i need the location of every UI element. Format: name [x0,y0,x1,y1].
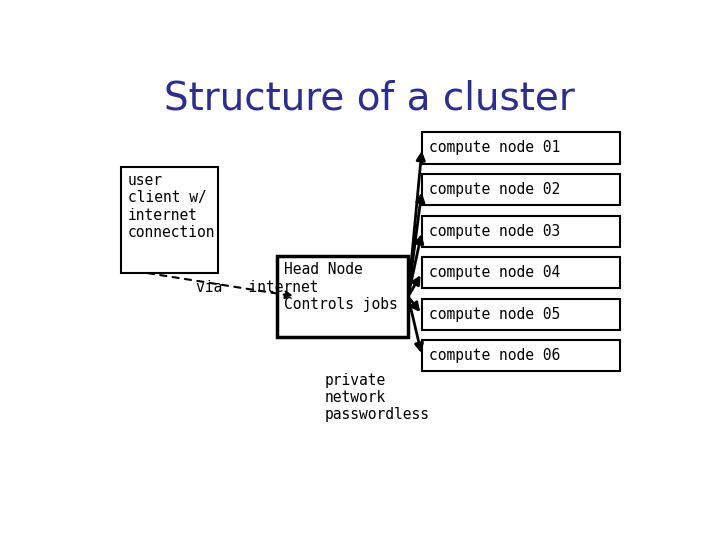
Bar [422,132,620,164]
Text: compute node 05: compute node 05 [429,307,560,322]
Text: Head Node

Controls jobs: Head Node Controls jobs [284,262,398,312]
Bar [422,174,620,205]
Text: compute node 04: compute node 04 [429,265,560,280]
Text: via   internet: via internet [196,280,318,295]
Bar [422,257,620,288]
Bar [422,340,620,372]
Text: compute node 03: compute node 03 [429,224,560,239]
Bar [277,256,408,337]
Bar [422,299,620,330]
Text: Structure of a cluster: Structure of a cluster [163,79,575,117]
Text: compute node 06: compute node 06 [429,348,560,363]
Bar [121,167,218,273]
Text: private
network
passwordless: private network passwordless [324,373,429,422]
Bar [422,215,620,247]
Text: compute node 01: compute node 01 [429,140,560,156]
Text: user
client w/
internet
connection: user client w/ internet connection [128,173,215,240]
Text: compute node 02: compute node 02 [429,182,560,197]
